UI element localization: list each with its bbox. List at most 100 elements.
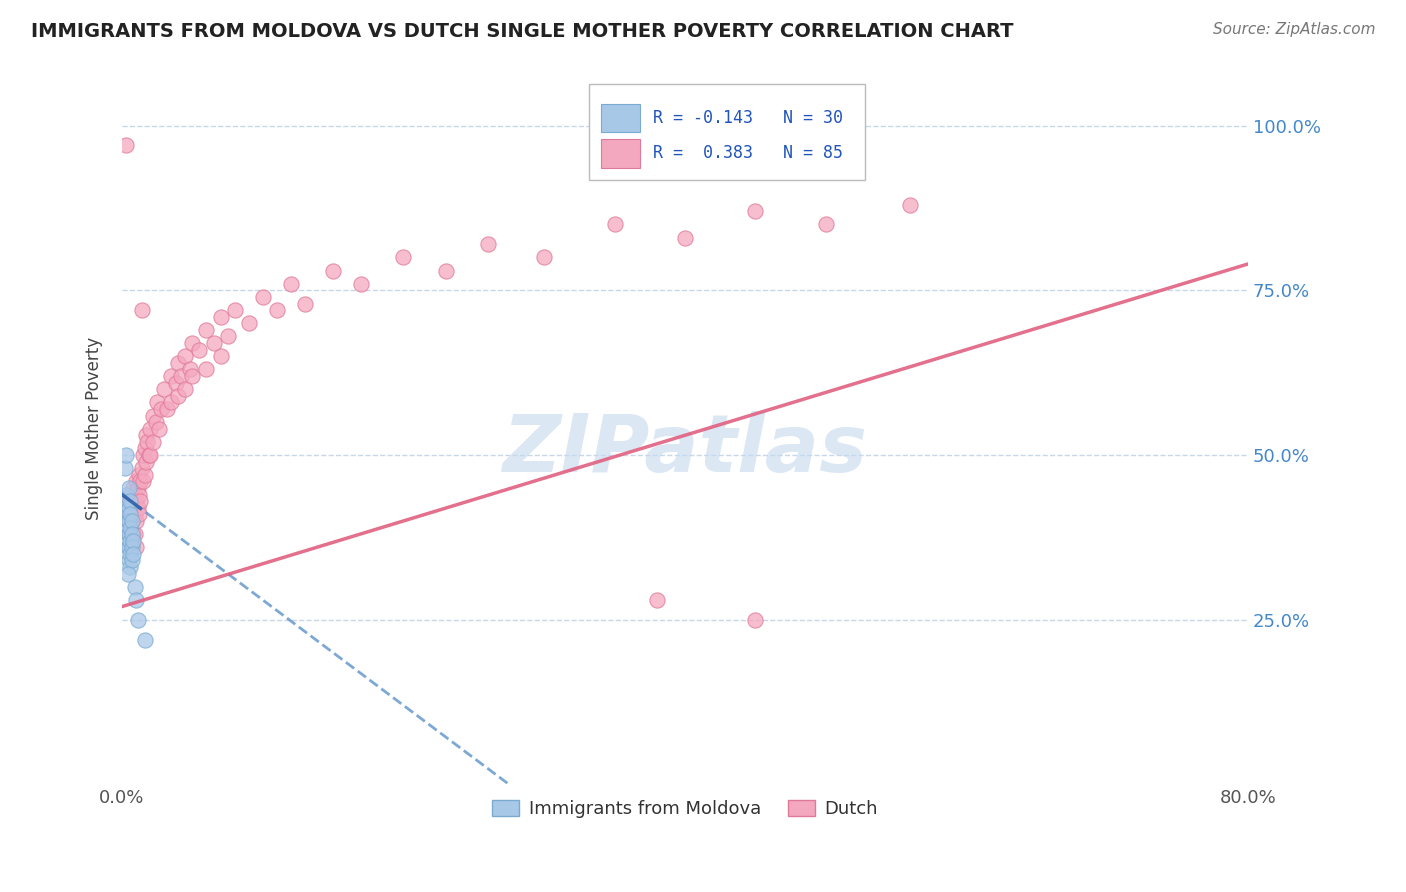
Point [118, 527, 141, 541]
Point [118, 514, 141, 528]
Point [195, 323, 218, 337]
Point [209, 349, 232, 363]
Y-axis label: Single Mother Poverty: Single Mother Poverty [86, 337, 103, 520]
Point [118, 553, 141, 567]
Point [146, 395, 169, 409]
Point [121, 527, 143, 541]
Point [181, 336, 204, 351]
Point [131, 461, 153, 475]
Point [134, 467, 156, 482]
Text: R = -0.143   N = 30: R = -0.143 N = 30 [654, 109, 844, 127]
Point [122, 500, 145, 515]
Point [202, 336, 225, 351]
Point [294, 296, 316, 310]
Point [125, 593, 148, 607]
Point [115, 448, 138, 462]
Point [252, 290, 274, 304]
Point [167, 356, 190, 370]
Point [120, 494, 142, 508]
Point [125, 494, 148, 508]
Point [120, 487, 142, 501]
Point [174, 349, 197, 363]
Point [117, 541, 139, 555]
Point [744, 204, 766, 219]
Point [188, 343, 211, 357]
Bar [600, 139, 640, 168]
Point [128, 508, 150, 522]
Point [125, 541, 148, 555]
Point [170, 369, 193, 384]
FancyBboxPatch shape [589, 84, 865, 179]
Point [132, 475, 155, 489]
Point [115, 494, 138, 508]
Point [142, 434, 165, 449]
Point [145, 415, 167, 429]
Point [134, 632, 156, 647]
Point [122, 547, 145, 561]
Point [129, 475, 152, 489]
Bar [600, 103, 640, 132]
Point [124, 487, 146, 501]
Point [124, 508, 146, 522]
Point [115, 138, 138, 153]
Point [125, 475, 148, 489]
Point [122, 533, 145, 548]
Point [153, 382, 176, 396]
Point [392, 251, 415, 265]
Point [167, 389, 190, 403]
Point [120, 520, 142, 534]
Point [195, 362, 218, 376]
Point [156, 401, 179, 416]
Point [645, 593, 668, 607]
Point [115, 487, 138, 501]
Point [174, 382, 197, 396]
Point [139, 448, 162, 462]
Point [115, 500, 138, 515]
Point [121, 553, 143, 567]
Point [898, 198, 921, 212]
Point [118, 481, 141, 495]
Point [120, 560, 142, 574]
Point [238, 316, 260, 330]
Point [114, 461, 136, 475]
Point [673, 230, 696, 244]
Point [179, 362, 201, 376]
Point [118, 527, 141, 541]
Point [118, 500, 141, 515]
Point [120, 547, 142, 561]
Point [142, 409, 165, 423]
Point [121, 533, 143, 548]
Point [603, 218, 626, 232]
Text: Source: ZipAtlas.com: Source: ZipAtlas.com [1212, 22, 1375, 37]
Point [120, 508, 142, 522]
Point [122, 527, 145, 541]
Point [131, 303, 153, 318]
Point [139, 422, 162, 436]
Point [477, 237, 499, 252]
Point [127, 500, 149, 515]
Point [128, 467, 150, 482]
Point [120, 527, 142, 541]
Point [134, 442, 156, 456]
Point [533, 251, 555, 265]
Point [117, 527, 139, 541]
Point [118, 541, 141, 555]
Point [280, 277, 302, 291]
Point [132, 448, 155, 462]
Text: R =  0.383   N = 85: R = 0.383 N = 85 [654, 145, 844, 162]
Point [120, 508, 142, 522]
Point [117, 514, 139, 528]
Point [150, 401, 173, 416]
Point [121, 514, 143, 528]
Point [135, 428, 157, 442]
Point [224, 303, 246, 318]
Point [322, 263, 344, 277]
Point [148, 422, 170, 436]
Point [121, 514, 143, 528]
Point [124, 580, 146, 594]
Text: ZIPatlas: ZIPatlas [502, 411, 868, 489]
Point [217, 329, 239, 343]
Point [125, 514, 148, 528]
Text: IMMIGRANTS FROM MOLDOVA VS DUTCH SINGLE MOTHER POVERTY CORRELATION CHART: IMMIGRANTS FROM MOLDOVA VS DUTCH SINGLE … [31, 22, 1014, 41]
Point [744, 613, 766, 627]
